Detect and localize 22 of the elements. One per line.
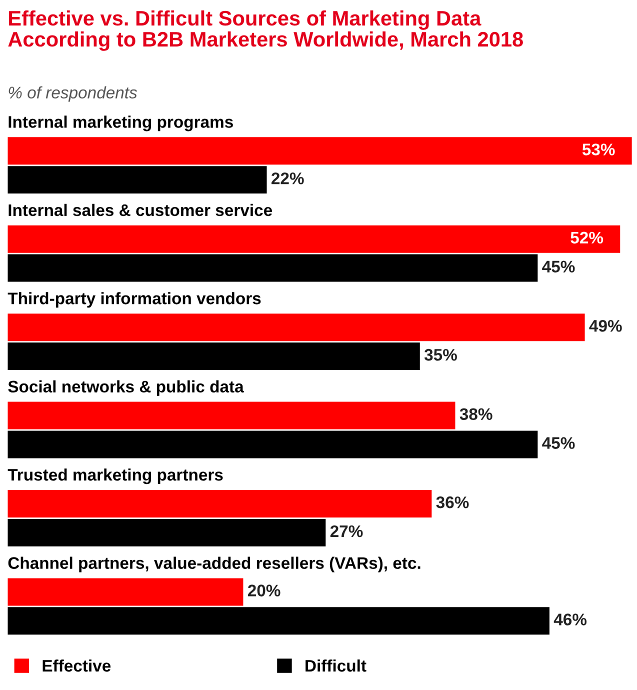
- y-tick-label: Third-party information vendors: [8, 292, 261, 308]
- data-label: 20%: [248, 584, 280, 596]
- y-tick-label: Trusted marketing partners: [8, 468, 223, 484]
- data-label: 38%: [460, 408, 492, 420]
- y-tick-label: Channel partners, value-added resellers (VARs), etc.: [8, 556, 420, 572]
- legend-label: Difficult: [306, 659, 366, 672]
- data-label: 35%: [424, 348, 457, 361]
- y-tick-label: Internal marketing programs: [8, 116, 233, 132]
- data-label: 53%: [582, 144, 615, 156]
- y-tick-label: Internal sales & customer service: [8, 204, 272, 216]
- chart-title: Effective vs. Difficult Sources of Marketing Data According to B2B Marketers Worldwide, March 2018: [8, 10, 523, 51]
- data-label: 45%: [542, 260, 575, 273]
- data-label: 46%: [554, 614, 587, 626]
- data-label: 52%: [570, 232, 604, 244]
- y-tick-label: Social networks & public data: [8, 380, 244, 396]
- legend-label: Effective: [42, 659, 111, 672]
- chart-subtitle: % of respondents: [8, 86, 138, 102]
- data-label: 27%: [330, 525, 363, 538]
- data-label: 49%: [589, 320, 622, 332]
- data-label: 36%: [436, 496, 469, 508]
- data-label: 45%: [542, 437, 575, 449]
- data-label: 22%: [272, 172, 304, 184]
